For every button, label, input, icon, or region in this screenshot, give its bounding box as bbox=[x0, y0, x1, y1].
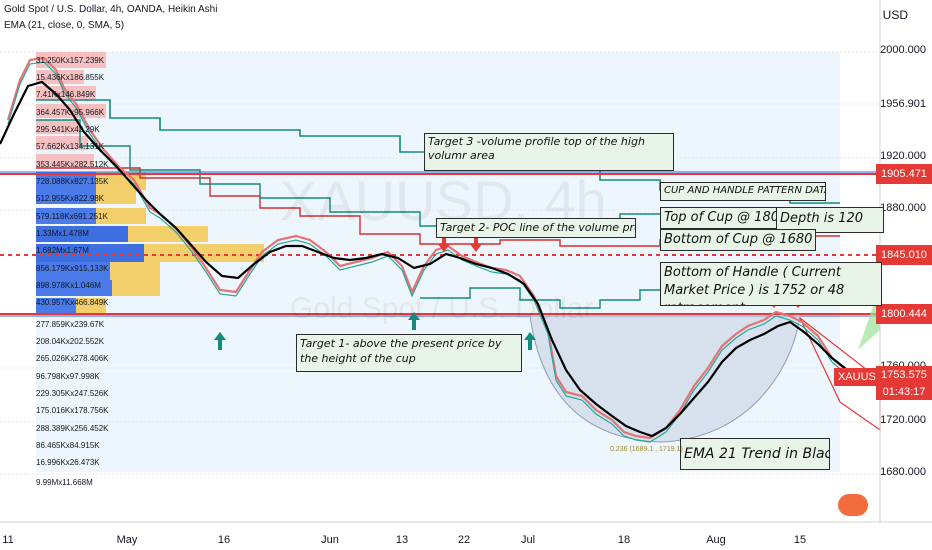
current-price-tag: 1753.575 bbox=[876, 366, 932, 384]
volume-profile-label: 728.088Kx827.135K bbox=[36, 177, 109, 186]
volume-profile-label: 430.957Kx466.849K bbox=[36, 298, 109, 307]
volume-profile-label: 512.955Kx822.98K bbox=[36, 194, 105, 203]
volume-profile-label: 175.016Kx178.756K bbox=[36, 406, 109, 415]
watermark-name: Gold Spot / U.S. Dollar bbox=[290, 292, 593, 325]
volume-profile-label: 9.99Mx11.668M bbox=[36, 478, 93, 487]
volume-profile-label: 295.941Kx42.29K bbox=[36, 125, 100, 134]
volume-profile-label: 856.179Kx915.133K bbox=[36, 264, 109, 273]
indicator-label[interactable]: EMA (21, close, 0, SMA, 5) bbox=[4, 20, 125, 31]
price-trace bbox=[6, 56, 847, 440]
time-tick: 15 bbox=[793, 534, 807, 546]
target3-note[interactable]: Target 3 -volume profile top of the high… bbox=[424, 133, 674, 171]
bar-countdown: 01:43:17 bbox=[876, 384, 932, 400]
cup-handle-title-note[interactable]: CUP AND HANDLE PATTERN DATA bbox=[660, 182, 826, 201]
ema21-line bbox=[0, 80, 851, 438]
volume-profile-label: 7.41Kx146.849K bbox=[36, 90, 96, 99]
symbol-tag: XAUUSD bbox=[834, 368, 888, 386]
volume-profile-label: 288.389Kx256.452K bbox=[36, 424, 109, 433]
volume-profile-label: 96.798Kx97.998K bbox=[36, 372, 100, 381]
price-tick: 1920.000 bbox=[880, 150, 926, 162]
poc-price-tag: 1845.010 bbox=[876, 245, 932, 265]
price-tick: 1680.000 bbox=[880, 466, 926, 478]
time-tick: 16 bbox=[217, 534, 231, 546]
support-price-tag: 1800.444 bbox=[876, 304, 932, 324]
volume-profile-label: 208.04Kx202.552K bbox=[36, 337, 105, 346]
volume-profile-label: 579.118Kx691.251K bbox=[36, 212, 108, 221]
price-tick: 1956.901 bbox=[880, 98, 926, 110]
time-tick: 22 bbox=[457, 534, 471, 546]
volume-profile-label: 277.859Kx239.67K bbox=[36, 320, 105, 329]
volume-profile-label: 86.465Kx84.915K bbox=[36, 441, 100, 450]
depth-note[interactable]: Depth is 120 bbox=[776, 207, 884, 233]
volume-profile-label: 364.457Kx95.966K bbox=[36, 108, 105, 117]
target3-price-tag: 1905.471 bbox=[876, 164, 932, 184]
volume-profile-label: 353.445Kx282.512K bbox=[36, 160, 109, 169]
volume-profile-label: 229.305Kx247.526K bbox=[36, 389, 109, 398]
top-of-cup-note[interactable]: Top of Cup @ 1800 bbox=[660, 207, 780, 229]
volume-profile-label: 15.436Kx186.855K bbox=[36, 73, 105, 82]
chart-title: Gold Spot / U.S. Dollar, 4h, OANDA, Heik… bbox=[4, 4, 218, 15]
price-tick: 2000.000 bbox=[880, 44, 926, 56]
time-tick: Jun bbox=[321, 534, 339, 546]
time-tick: Aug bbox=[706, 534, 726, 546]
tradingview-logo-icon[interactable] bbox=[838, 494, 868, 516]
price-tick: 1880.000 bbox=[880, 202, 926, 214]
fib-label: 0.236 (1689.1 , 1719.1) bbox=[610, 446, 683, 453]
time-tick: May bbox=[116, 534, 138, 546]
time-tick: 11 bbox=[2, 534, 14, 546]
target1-note[interactable]: Target 1- above the present price by the… bbox=[296, 334, 522, 372]
volume-profile-label: 265.026Kx278.406K bbox=[36, 354, 109, 363]
time-tick: Jul bbox=[520, 534, 536, 546]
ema-note[interactable]: EMA 21 Trend in Black bbox=[680, 438, 830, 470]
currency-label: USD bbox=[882, 8, 908, 22]
volume-profile-label: 898.978Kx1.046M bbox=[36, 281, 101, 290]
volume-profile-label: 1.33Mx1.478M bbox=[36, 229, 89, 238]
time-tick: 18 bbox=[617, 534, 631, 546]
volume-profile-label: 1.682Mx1.67M bbox=[36, 246, 89, 255]
time-tick: 13 bbox=[395, 534, 409, 546]
bottom-of-cup-note[interactable]: Bottom of Cup @ 1680 bbox=[660, 229, 816, 251]
volume-profile-label: 31.250Kx157.239K bbox=[36, 56, 105, 65]
price-tick: 1720.000 bbox=[880, 414, 926, 426]
volume-profile-label: 16.996Kx26.473K bbox=[36, 458, 100, 467]
bottom-of-handle-note[interactable]: Bottom of Handle ( Current Market Price … bbox=[660, 262, 882, 306]
volume-profile-label: 57.662Kx134.131K bbox=[36, 142, 105, 151]
target2-note[interactable]: Target 2- POC line of the volume profile bbox=[436, 218, 636, 238]
